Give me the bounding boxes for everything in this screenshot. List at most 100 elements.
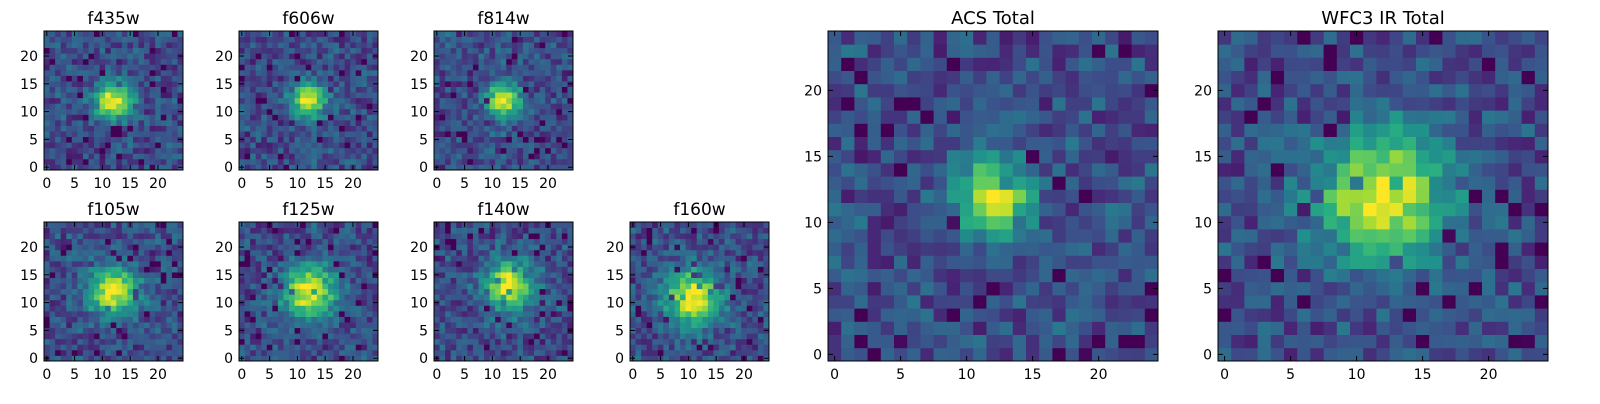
heatmap-cell [139, 153, 145, 159]
heatmap-cell [440, 233, 446, 239]
heatmap-cell [434, 344, 440, 350]
heatmap-cell [506, 103, 512, 109]
heatmap-cell [478, 294, 484, 300]
heatmap-cell [556, 59, 562, 65]
heatmap-cell [100, 300, 106, 306]
heatmap-cell [295, 317, 301, 323]
heatmap-cell [456, 294, 462, 300]
heatmap-cell [708, 300, 714, 306]
heatmap-cell [440, 126, 446, 132]
heatmap-cell [730, 283, 736, 289]
x-tick-label: 15 [511, 367, 529, 383]
heatmap-cell [367, 75, 373, 81]
heatmap-cell [250, 103, 256, 109]
heatmap-cell [172, 233, 178, 239]
heatmap-cell [239, 87, 245, 93]
heatmap-cell [506, 53, 512, 59]
heatmap-cell [166, 114, 172, 120]
heatmap-cell [658, 317, 664, 323]
heatmap-cell [747, 305, 753, 311]
heatmap-cell [1052, 176, 1066, 190]
heatmap-cell [841, 229, 855, 243]
heatmap-cell [83, 87, 89, 93]
heatmap-cell [66, 64, 72, 70]
heatmap-cell [88, 289, 94, 295]
heatmap-cell [339, 48, 345, 54]
heatmap-cell [295, 59, 301, 65]
heatmap-cell [841, 335, 855, 349]
heatmap-cell [506, 278, 512, 284]
heatmap-cell [61, 59, 67, 65]
heatmap-cell [663, 289, 669, 295]
heatmap-cell [317, 153, 323, 159]
heatmap-cell [501, 283, 507, 289]
heatmap-cell [669, 283, 675, 289]
heatmap-cell [328, 333, 334, 339]
heatmap-cell [311, 244, 317, 250]
heatmap-cell [697, 261, 703, 267]
x-tick-label: 10 [483, 367, 501, 383]
heatmap-cell [250, 87, 256, 93]
heatmap-cell [669, 228, 675, 234]
heatmap-cell [973, 269, 987, 283]
heatmap-cell [361, 59, 367, 65]
heatmap-cell [490, 305, 496, 311]
heatmap-cell [300, 255, 306, 261]
heatmap-cell [267, 92, 273, 98]
heatmap-cell [636, 222, 642, 228]
heatmap-cell [339, 98, 345, 104]
heatmap-cell [155, 126, 161, 132]
heatmap-cell [708, 317, 714, 323]
heatmap-cell [267, 159, 273, 165]
heatmap-cell [894, 150, 908, 164]
heatmap-cell [94, 244, 100, 250]
heatmap-cell [1118, 176, 1132, 190]
heatmap-cell [1066, 242, 1080, 256]
heatmap-cell [350, 344, 356, 350]
heatmap-cell [322, 53, 328, 59]
heatmap-cell [473, 103, 479, 109]
heatmap-cell [445, 322, 451, 328]
heatmap-cell [61, 294, 67, 300]
heatmap-cell [545, 250, 551, 256]
heatmap-cell [245, 233, 251, 239]
heatmap-cell [501, 278, 507, 284]
heatmap-cell [986, 176, 1000, 190]
heatmap-cell [540, 159, 546, 165]
heatmap-cell [345, 339, 351, 345]
heatmap-cell [55, 64, 61, 70]
heatmap-cell [730, 222, 736, 228]
heatmap-cell [161, 228, 167, 234]
heatmap-cell [317, 98, 323, 104]
heatmap-cell [647, 317, 653, 323]
heatmap-cell [328, 103, 334, 109]
heatmap-cell [122, 87, 128, 93]
heatmap-cell [328, 31, 334, 37]
heatmap-cell [758, 322, 764, 328]
heatmap-cell [630, 344, 636, 350]
heatmap-cell [345, 31, 351, 37]
heatmap-cell [94, 137, 100, 143]
heatmap-cell [161, 114, 167, 120]
heatmap-cell [730, 311, 736, 317]
heatmap-cell [478, 311, 484, 317]
heatmap-cell [311, 81, 317, 87]
heatmap-cell [713, 333, 719, 339]
heatmap-cell [289, 300, 295, 306]
heatmap-cell [105, 92, 111, 98]
heatmap-cell [907, 295, 921, 309]
heatmap-cell [636, 228, 642, 234]
heatmap-cell [250, 53, 256, 59]
heatmap-cell [334, 278, 340, 284]
heatmap-cell [166, 87, 172, 93]
heatmap-cell [947, 216, 961, 230]
heatmap-cell [562, 42, 568, 48]
heatmap-cell [133, 114, 139, 120]
heatmap-cell [155, 283, 161, 289]
heatmap-cell [356, 317, 362, 323]
heatmap-cell [534, 350, 540, 356]
heatmap-cell [278, 42, 284, 48]
heatmap-cell [161, 75, 167, 81]
heatmap-cell [100, 120, 106, 126]
heatmap-cell [256, 131, 262, 137]
